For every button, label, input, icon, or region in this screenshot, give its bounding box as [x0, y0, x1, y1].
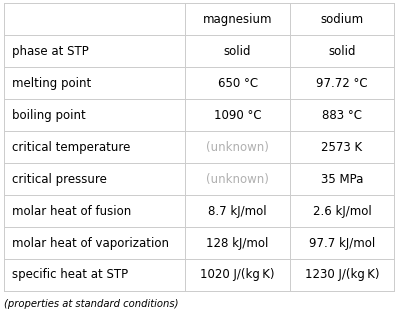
Text: (properties at standard conditions): (properties at standard conditions)	[4, 300, 178, 309]
Text: solid: solid	[328, 45, 356, 58]
Text: molar heat of fusion: molar heat of fusion	[12, 204, 131, 218]
Text: 35 MPa: 35 MPa	[321, 173, 363, 185]
Text: 97.7 kJ/mol: 97.7 kJ/mol	[309, 237, 375, 250]
Text: 97.72 °C: 97.72 °C	[316, 77, 368, 90]
Text: melting point: melting point	[12, 77, 91, 90]
Text: (unknown): (unknown)	[206, 173, 269, 185]
Text: molar heat of vaporization: molar heat of vaporization	[12, 237, 169, 250]
Text: critical temperature: critical temperature	[12, 141, 130, 154]
Text: 8.7 kJ/mol: 8.7 kJ/mol	[208, 204, 267, 218]
Text: sodium: sodium	[320, 13, 363, 26]
Text: 2.6 kJ/mol: 2.6 kJ/mol	[312, 204, 371, 218]
Text: 1020 J/(kg K): 1020 J/(kg K)	[200, 268, 275, 281]
Text: 650 °C: 650 °C	[218, 77, 258, 90]
Text: specific heat at STP: specific heat at STP	[12, 268, 128, 281]
Text: 128 kJ/mol: 128 kJ/mol	[207, 237, 269, 250]
Text: 1090 °C: 1090 °C	[214, 109, 261, 121]
Text: critical pressure: critical pressure	[12, 173, 107, 185]
Text: (unknown): (unknown)	[206, 141, 269, 154]
Text: magnesium: magnesium	[203, 13, 272, 26]
Text: phase at STP: phase at STP	[12, 45, 89, 58]
Text: 883 °C: 883 °C	[322, 109, 362, 121]
Text: 1230 J/(kg K): 1230 J/(kg K)	[305, 268, 379, 281]
Text: 2573 K: 2573 K	[322, 141, 363, 154]
Text: boiling point: boiling point	[12, 109, 86, 121]
Text: solid: solid	[224, 45, 252, 58]
